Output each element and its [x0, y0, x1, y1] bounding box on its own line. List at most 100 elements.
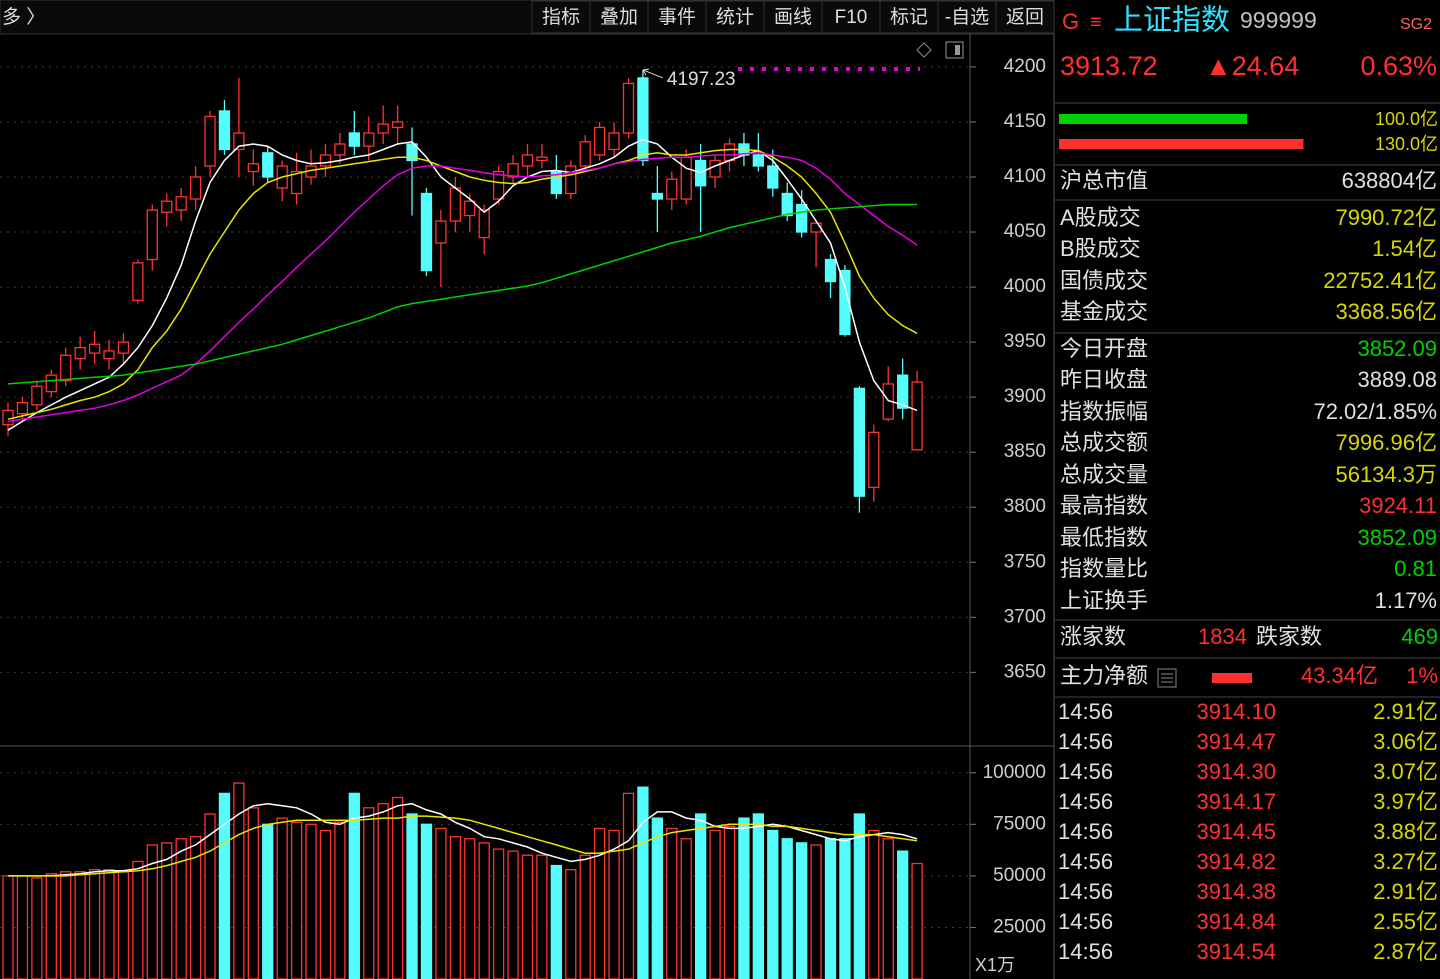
toolbar-button[interactable]	[879, 0, 939, 34]
candle-body	[161, 200, 173, 213]
toolbar-button[interactable]	[763, 0, 823, 34]
stat-value: 3924.11	[1359, 493, 1437, 518]
tick-amount: 2.91亿	[1373, 699, 1438, 724]
toolbar-button[interactable]	[995, 0, 1055, 34]
tick-price: 3914.47	[1196, 729, 1276, 754]
quote-menu: ≡	[1090, 11, 1102, 33]
tick-amount: 3.27亿	[1373, 849, 1438, 874]
y-tick-label: 4100	[1004, 166, 1046, 187]
stat-value: 1.17%	[1375, 588, 1437, 613]
stat-value: 72.02/1.85%	[1313, 399, 1437, 424]
candle-body	[247, 163, 259, 173]
tick-price: 3914.38	[1196, 879, 1276, 904]
y-tick-label: 50000	[993, 865, 1046, 886]
tick-amount: 3.06亿	[1373, 729, 1438, 754]
tick-time: 14:56	[1058, 939, 1113, 964]
volume-bar	[565, 869, 577, 979]
volume-bar	[882, 838, 894, 979]
volume-bar	[449, 836, 461, 979]
toolbar-label: 指标	[542, 6, 580, 28]
volume-bar	[666, 827, 678, 979]
peak-label: 4197.23	[667, 69, 736, 90]
stat-value: 3852.09	[1357, 336, 1437, 361]
stat-label: B股成交	[1060, 236, 1141, 261]
candle-body	[103, 350, 115, 360]
volume-bar	[897, 850, 909, 979]
candle-body	[521, 154, 534, 167]
strength-label: 130.0亿	[1375, 134, 1438, 154]
volume-bar	[680, 838, 692, 979]
volume-bar	[767, 829, 779, 979]
candle-body	[204, 115, 216, 167]
tick-price: 3914.30	[1196, 759, 1276, 784]
tick-time: 14:56	[1058, 879, 1113, 904]
stat-value: 7990.72亿	[1335, 205, 1437, 230]
stat-value: 3368.56亿	[1335, 299, 1437, 324]
candle-body	[478, 209, 490, 239]
y-tick-label: 25000	[993, 916, 1046, 937]
quote-price: 3913.72	[1060, 51, 1158, 81]
moving-average	[8, 815, 918, 877]
candle-body	[767, 165, 779, 189]
volume-bar	[88, 869, 101, 979]
toolbar-button[interactable]	[589, 0, 649, 34]
tick-amount: 2.55亿	[1373, 909, 1438, 934]
candle-body	[290, 170, 303, 195]
toolbar-label: 标记	[890, 6, 928, 28]
volume-bar	[709, 829, 721, 979]
candle-body	[449, 187, 461, 222]
flow-icon-lines	[1161, 673, 1173, 683]
candle-body	[911, 381, 923, 451]
volume-bar	[305, 823, 317, 979]
volume-bar	[853, 813, 866, 979]
candle-body	[651, 192, 663, 200]
volume-bar	[810, 844, 822, 979]
volume-bar	[579, 854, 591, 979]
flow-icon[interactable]	[1157, 668, 1177, 688]
panel-icon[interactable]	[945, 41, 964, 59]
toolbar-button[interactable]	[821, 0, 881, 34]
toolbar-label: 统计	[716, 6, 754, 28]
y-tick-label: 3750	[1004, 551, 1046, 572]
candle-body	[363, 132, 375, 147]
stat-value: 56134.3万	[1335, 462, 1437, 487]
candle-body	[897, 374, 909, 409]
quote-percent: 0.63%	[1360, 51, 1437, 81]
toolbar-button[interactable]	[705, 0, 765, 34]
stat-value: 638804亿	[1342, 168, 1437, 193]
quote-badge: SG2	[1400, 16, 1432, 33]
volume-bar	[406, 813, 418, 979]
volume-bar	[189, 836, 202, 979]
tick-price: 3914.82	[1196, 849, 1276, 874]
diamond-icon[interactable]	[916, 42, 932, 58]
toolbar-button[interactable]	[647, 0, 707, 34]
tick-time: 14:56	[1058, 909, 1113, 934]
volume-bar	[348, 792, 360, 979]
breadth-down: 469	[1401, 624, 1438, 649]
moving-average	[7, 138, 918, 431]
volume-bar	[464, 838, 476, 979]
tick-time: 14:56	[1058, 789, 1113, 814]
volume-bar	[363, 807, 375, 979]
candle-body	[2, 409, 14, 426]
candle-body	[781, 192, 793, 217]
volume-bar	[521, 854, 534, 979]
tick-amount: 3.88亿	[1373, 819, 1438, 844]
candle-body	[752, 154, 765, 167]
y-tick-label: 4150	[1004, 111, 1046, 132]
volume-bar	[420, 823, 433, 979]
unit-label: X1万	[975, 955, 1015, 975]
volume-bar	[536, 854, 548, 979]
tick-amount: 3.07亿	[1373, 759, 1438, 784]
breadth-up: 1834	[1198, 624, 1247, 649]
candle-body	[189, 176, 202, 200]
flow-label: 主力净额	[1060, 663, 1148, 688]
candle-body	[146, 209, 158, 261]
volume-bar	[492, 848, 505, 979]
flow-percent: 1%	[1406, 663, 1438, 688]
volume-bar	[74, 871, 86, 979]
candle-body	[680, 156, 692, 200]
toolbar-button[interactable]	[531, 0, 591, 34]
quote-change: ▲24.64	[1205, 51, 1299, 81]
volume-bar	[622, 792, 635, 979]
